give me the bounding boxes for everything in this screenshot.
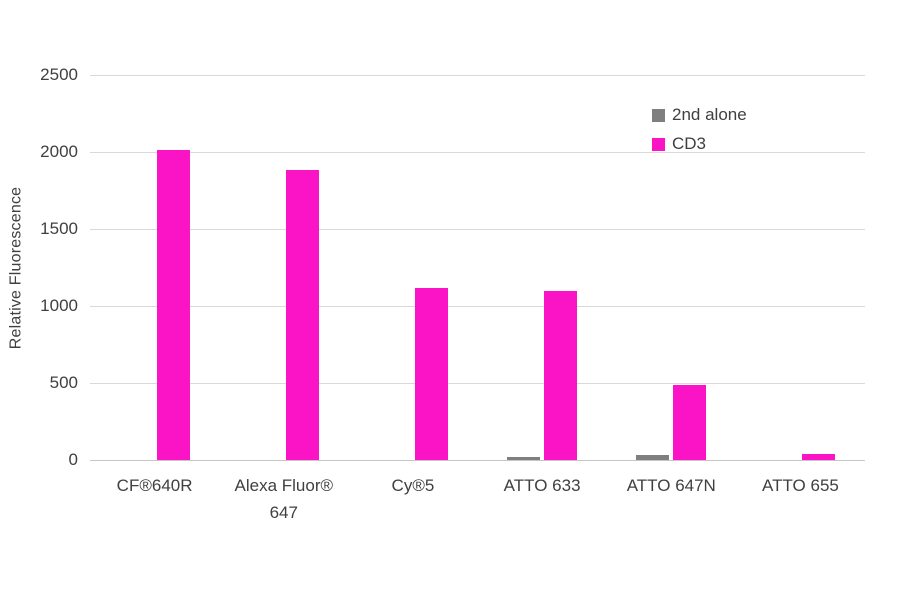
bar-cd3 <box>673 385 707 460</box>
gridline <box>90 229 865 230</box>
bars <box>90 75 865 460</box>
gridline <box>90 75 865 76</box>
bar-group <box>607 75 736 460</box>
x-axis-label: CF®640R <box>116 476 193 495</box>
y-tick-label: 2500 <box>40 65 78 84</box>
bar-group <box>478 75 607 460</box>
bar-group <box>219 75 348 460</box>
plot-area <box>90 75 865 461</box>
gridline <box>90 152 865 153</box>
bar-cd3 <box>544 291 578 460</box>
bar-cd3 <box>285 170 319 460</box>
legend-swatch <box>652 137 665 151</box>
legend-item: 2nd alone <box>652 105 747 125</box>
bar-2nd-alone <box>636 455 670 460</box>
y-tick-label: 1500 <box>40 219 78 238</box>
legend-label: CD3 <box>672 134 707 153</box>
x-axis-label: ATTO 655 <box>762 476 839 495</box>
bar-group <box>736 75 865 460</box>
legend-swatch <box>652 108 665 122</box>
legend-item: CD3 <box>652 134 747 154</box>
bar-group <box>348 75 477 460</box>
bar-cd3 <box>414 288 448 460</box>
x-axis-label: Alexa Fluor® 647 <box>234 476 334 522</box>
gridline <box>90 383 865 384</box>
y-tick-label: 0 <box>68 450 78 469</box>
bar-cd3 <box>156 150 190 460</box>
legend: 2nd alone CD3 <box>652 105 747 154</box>
x-axis-label: Cy®5 <box>391 476 435 495</box>
y-axis-tick-labels: 0 500 1000 1500 2000 2500 <box>0 65 78 469</box>
bar-2nd-alone <box>507 457 541 460</box>
y-tick-label: 2000 <box>40 142 78 161</box>
bar-cd3 <box>802 454 836 460</box>
x-axis-label: ATTO 633 <box>503 476 581 495</box>
legend-label: 2nd alone <box>672 105 747 124</box>
y-tick-label: 500 <box>49 373 78 392</box>
x-axis-labels: CF®640R Alexa Fluor® 647 Cy®5 ATTO 633 ATTO … <box>90 472 865 526</box>
bar-group <box>90 75 219 460</box>
x-axis-label: ATTO 647N <box>626 476 716 495</box>
y-tick-label: 1000 <box>40 296 78 315</box>
gridline <box>90 306 865 307</box>
